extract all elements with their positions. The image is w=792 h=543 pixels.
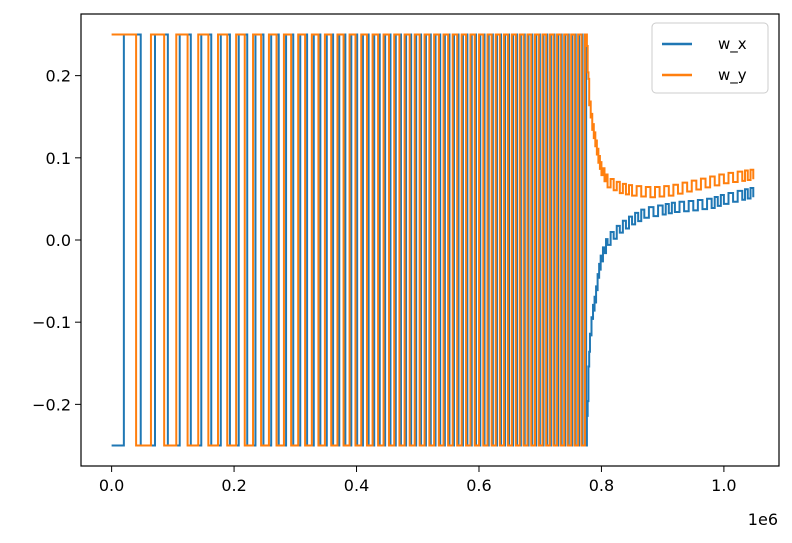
legend-box bbox=[651, 22, 769, 94]
legend-label-w_y: w_y bbox=[718, 66, 747, 85]
series-layer bbox=[111, 33, 755, 447]
series-line-w_y bbox=[111, 33, 755, 447]
y-tick-label: 0.1 bbox=[46, 149, 71, 168]
x-tick-label: 0.2 bbox=[221, 476, 246, 495]
y-tick-label: −0.1 bbox=[32, 313, 71, 332]
x-tick-label: 0.8 bbox=[589, 476, 614, 495]
y-tick-label: −0.2 bbox=[32, 395, 71, 414]
x-offset-label: 1e6 bbox=[748, 510, 778, 529]
x-tick-label: 1.0 bbox=[711, 476, 736, 495]
legend: w_x w_y bbox=[651, 22, 769, 94]
legend-label-w_x: w_x bbox=[718, 35, 747, 54]
y-axis: −0.2 −0.1 0.0 0.1 0.2 bbox=[32, 67, 81, 414]
x-tick-label: 0.4 bbox=[344, 476, 369, 495]
x-tick-label: 0.6 bbox=[466, 476, 491, 495]
y-tick-label: 0.0 bbox=[46, 231, 71, 250]
x-tick-label: 0.0 bbox=[99, 476, 124, 495]
x-axis: 0.0 0.2 0.4 0.6 0.8 1.0 bbox=[99, 466, 737, 495]
y-tick-label: 0.2 bbox=[46, 67, 71, 86]
